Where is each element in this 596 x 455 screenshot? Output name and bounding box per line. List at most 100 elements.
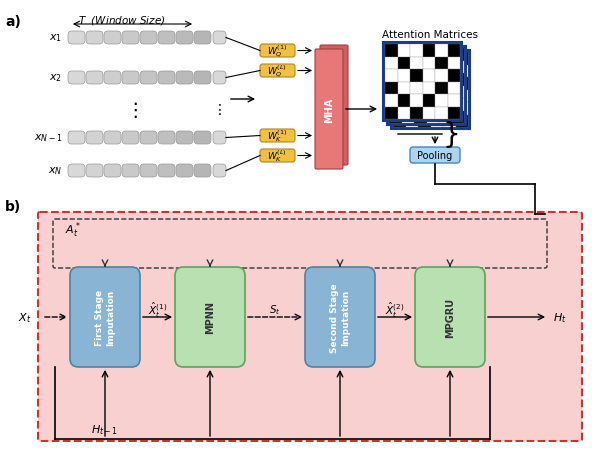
FancyBboxPatch shape	[448, 57, 460, 70]
FancyBboxPatch shape	[260, 65, 295, 78]
FancyBboxPatch shape	[427, 111, 439, 124]
Text: ⋮: ⋮	[213, 103, 226, 117]
FancyBboxPatch shape	[104, 165, 121, 177]
FancyBboxPatch shape	[68, 72, 85, 85]
FancyBboxPatch shape	[414, 61, 427, 74]
FancyBboxPatch shape	[213, 32, 226, 45]
FancyBboxPatch shape	[452, 86, 464, 99]
FancyBboxPatch shape	[140, 72, 157, 85]
FancyBboxPatch shape	[435, 57, 448, 70]
FancyBboxPatch shape	[175, 268, 245, 367]
FancyBboxPatch shape	[427, 86, 439, 99]
Text: $A_t^*$: $A_t^*$	[65, 220, 81, 239]
Text: MPGRU: MPGRU	[445, 297, 455, 337]
FancyBboxPatch shape	[405, 53, 418, 66]
FancyBboxPatch shape	[452, 74, 464, 86]
FancyBboxPatch shape	[439, 86, 452, 99]
FancyBboxPatch shape	[418, 78, 430, 90]
FancyBboxPatch shape	[423, 45, 435, 57]
FancyBboxPatch shape	[430, 90, 443, 103]
FancyBboxPatch shape	[452, 49, 464, 61]
FancyBboxPatch shape	[393, 103, 405, 115]
FancyBboxPatch shape	[385, 57, 398, 70]
FancyBboxPatch shape	[443, 90, 455, 103]
FancyBboxPatch shape	[455, 78, 468, 90]
FancyBboxPatch shape	[393, 78, 405, 90]
FancyBboxPatch shape	[158, 32, 175, 45]
Text: $W_K^{(L)}$: $W_K^{(L)}$	[267, 148, 287, 164]
FancyBboxPatch shape	[385, 95, 398, 107]
Text: $W_K^{(1)}$: $W_K^{(1)}$	[267, 128, 287, 144]
FancyBboxPatch shape	[410, 95, 423, 107]
FancyBboxPatch shape	[315, 50, 343, 170]
FancyBboxPatch shape	[423, 70, 435, 82]
Text: Attention Matrices: Attention Matrices	[382, 30, 478, 40]
FancyBboxPatch shape	[443, 115, 455, 128]
FancyBboxPatch shape	[122, 72, 139, 85]
FancyBboxPatch shape	[104, 72, 121, 85]
FancyBboxPatch shape	[176, 72, 193, 85]
FancyBboxPatch shape	[194, 165, 211, 177]
FancyBboxPatch shape	[402, 86, 414, 99]
FancyBboxPatch shape	[414, 74, 427, 86]
FancyBboxPatch shape	[439, 99, 452, 111]
FancyBboxPatch shape	[387, 47, 466, 126]
FancyBboxPatch shape	[393, 66, 405, 78]
FancyBboxPatch shape	[439, 74, 452, 86]
FancyBboxPatch shape	[176, 131, 193, 145]
FancyBboxPatch shape	[389, 111, 402, 124]
FancyBboxPatch shape	[448, 107, 460, 120]
FancyBboxPatch shape	[176, 32, 193, 45]
FancyBboxPatch shape	[418, 66, 430, 78]
FancyBboxPatch shape	[389, 61, 402, 74]
Text: $x_{N-1}$: $x_{N-1}$	[33, 132, 62, 144]
FancyBboxPatch shape	[427, 49, 439, 61]
FancyBboxPatch shape	[140, 165, 157, 177]
FancyBboxPatch shape	[443, 66, 455, 78]
FancyBboxPatch shape	[389, 74, 402, 86]
FancyBboxPatch shape	[393, 90, 405, 103]
FancyBboxPatch shape	[86, 165, 103, 177]
FancyBboxPatch shape	[402, 111, 414, 124]
FancyBboxPatch shape	[104, 32, 121, 45]
FancyBboxPatch shape	[385, 82, 398, 95]
FancyBboxPatch shape	[122, 131, 139, 145]
Text: $\hat{X}_t^{(2)}$: $\hat{X}_t^{(2)}$	[386, 300, 405, 319]
FancyBboxPatch shape	[443, 53, 455, 66]
FancyBboxPatch shape	[385, 45, 398, 57]
Text: Second Stage
Imputation: Second Stage Imputation	[330, 283, 350, 352]
Text: $S_t$: $S_t$	[269, 303, 281, 316]
FancyBboxPatch shape	[176, 165, 193, 177]
FancyBboxPatch shape	[448, 70, 460, 82]
FancyBboxPatch shape	[405, 115, 418, 128]
FancyBboxPatch shape	[140, 32, 157, 45]
FancyBboxPatch shape	[443, 78, 455, 90]
FancyBboxPatch shape	[122, 32, 139, 45]
FancyBboxPatch shape	[414, 111, 427, 124]
FancyBboxPatch shape	[389, 86, 402, 99]
Text: $H_t$: $H_t$	[553, 310, 567, 324]
FancyBboxPatch shape	[213, 72, 226, 85]
FancyBboxPatch shape	[418, 53, 430, 66]
FancyBboxPatch shape	[439, 111, 452, 124]
FancyBboxPatch shape	[439, 61, 452, 74]
FancyBboxPatch shape	[430, 78, 443, 90]
FancyBboxPatch shape	[38, 212, 582, 441]
FancyBboxPatch shape	[414, 49, 427, 61]
FancyBboxPatch shape	[455, 66, 468, 78]
FancyBboxPatch shape	[410, 45, 423, 57]
FancyBboxPatch shape	[435, 70, 448, 82]
FancyBboxPatch shape	[158, 165, 175, 177]
FancyBboxPatch shape	[68, 165, 85, 177]
FancyBboxPatch shape	[410, 57, 423, 70]
FancyBboxPatch shape	[452, 61, 464, 74]
Text: $X_t$: $X_t$	[18, 310, 32, 324]
FancyBboxPatch shape	[410, 148, 460, 164]
FancyBboxPatch shape	[402, 74, 414, 86]
FancyBboxPatch shape	[414, 99, 427, 111]
FancyBboxPatch shape	[385, 107, 398, 120]
FancyBboxPatch shape	[398, 107, 410, 120]
FancyBboxPatch shape	[452, 99, 464, 111]
FancyBboxPatch shape	[427, 74, 439, 86]
FancyBboxPatch shape	[393, 115, 405, 128]
